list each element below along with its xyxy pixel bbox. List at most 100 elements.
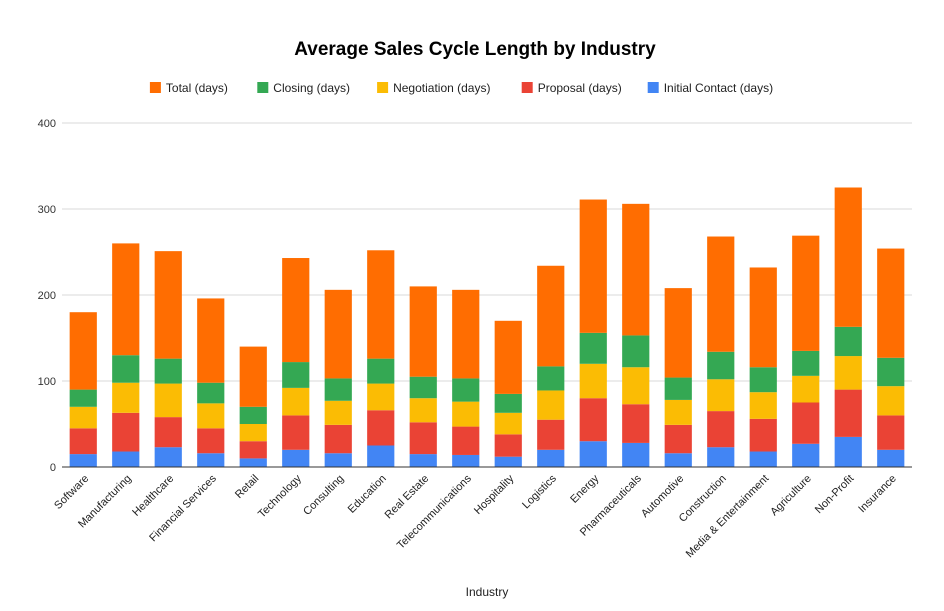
bar-stack [367, 250, 395, 467]
bar-segment [452, 378, 480, 402]
bar-segment [282, 387, 310, 416]
bar-segment [154, 417, 182, 448]
legend-swatch [149, 82, 161, 93]
y-axis-ticks: 0 100 200 300 400 [38, 118, 56, 474]
legend-item: Negotiation (days) [377, 81, 490, 95]
bar-segment [154, 447, 182, 467]
y-tick-label: 400 [38, 118, 56, 130]
bar-segment [707, 379, 735, 412]
bar-segment [622, 367, 650, 405]
bar-segment [282, 258, 310, 363]
bar-stack [707, 236, 735, 467]
y-tick-label: 0 [50, 462, 56, 474]
bar-segment [579, 363, 607, 399]
bar-segment [409, 286, 437, 377]
legend-label: Negotiation (days) [393, 81, 490, 95]
bar-segment [707, 236, 735, 352]
bar-segment [282, 362, 310, 388]
bar-stack [239, 346, 267, 467]
legend-label: Proposal (days) [538, 81, 622, 95]
bar-segment [324, 453, 352, 467]
bar-segment [239, 424, 267, 442]
bar-segment [112, 412, 140, 452]
bar-segment [69, 428, 97, 455]
bar-segment [367, 358, 395, 384]
bar-segment [792, 235, 820, 351]
bar-segment [409, 422, 437, 455]
legend: Total (days) Closing (days) Negotiation (d… [149, 81, 773, 95]
bar-segment [154, 383, 182, 418]
bar-segment [452, 289, 480, 379]
bar-segment [154, 358, 182, 384]
bar-segment [792, 375, 820, 403]
bar-segment [707, 447, 735, 467]
bar-segment [112, 355, 140, 383]
bar-segment [324, 424, 352, 454]
bar-stack [537, 265, 565, 467]
bar-segment [834, 389, 862, 437]
bar-segment [494, 434, 522, 457]
legend-item: Total (days) [149, 81, 228, 95]
bar-segment [877, 386, 905, 416]
bar-segment [664, 377, 692, 400]
x-axis-label: Industry [466, 585, 509, 599]
bar-segment [324, 378, 352, 401]
y-tick-label: 200 [38, 290, 56, 302]
bar-segment [622, 335, 650, 368]
bar-segment [834, 187, 862, 327]
bar-segment [452, 454, 480, 467]
bar-segment [579, 398, 607, 442]
bar-segment [749, 418, 777, 452]
legend-swatch [377, 82, 389, 93]
bar-segment [197, 453, 225, 467]
bar-stack [112, 243, 140, 467]
bar-segment [239, 346, 267, 407]
legend-label: Total (days) [166, 81, 228, 95]
bar-segment [69, 406, 97, 429]
legend-item: Closing (days) [257, 81, 350, 95]
bar-stack [452, 289, 480, 467]
bar-stack [282, 258, 310, 467]
bar-segment [579, 199, 607, 333]
bar-segment [877, 449, 905, 467]
bar-segment [707, 351, 735, 380]
bar-segment [409, 454, 437, 467]
bar-segment [239, 458, 267, 467]
bar-segment [622, 203, 650, 336]
bar-segment [877, 415, 905, 450]
bar-segment [664, 453, 692, 467]
bar-segment [877, 357, 905, 387]
bar-segment [579, 332, 607, 364]
bar-segment [197, 403, 225, 429]
legend-item: Proposal (days) [521, 81, 622, 95]
bar-stack [579, 199, 607, 467]
bar-segment [367, 250, 395, 359]
bar-segment [197, 382, 225, 404]
bar-segment [622, 442, 650, 467]
bar-segment [69, 454, 97, 467]
bar-segment [664, 424, 692, 454]
bar-segment [537, 265, 565, 367]
bar-segment [707, 411, 735, 448]
bar-segment [834, 356, 862, 390]
bar-segment [494, 412, 522, 435]
bar-segment [239, 406, 267, 424]
bar-segment [792, 443, 820, 467]
bar-segment [452, 401, 480, 427]
bar-segment [367, 383, 395, 411]
bar-stack [877, 248, 905, 467]
bar-stack [834, 187, 862, 467]
bar-segment [537, 449, 565, 467]
bar-segment [579, 441, 607, 467]
bar-stack [792, 235, 820, 467]
bar-segment [367, 445, 395, 467]
bar-segment [792, 350, 820, 376]
bar-segment [537, 390, 565, 420]
y-tick-label: 300 [38, 204, 56, 216]
bar-segment [239, 441, 267, 459]
legend-item: Initial Contact (days) [647, 81, 773, 95]
bar-stack [749, 267, 777, 467]
bar-segment [197, 428, 225, 454]
bar-segment [197, 298, 225, 383]
bar-segment [112, 451, 140, 467]
